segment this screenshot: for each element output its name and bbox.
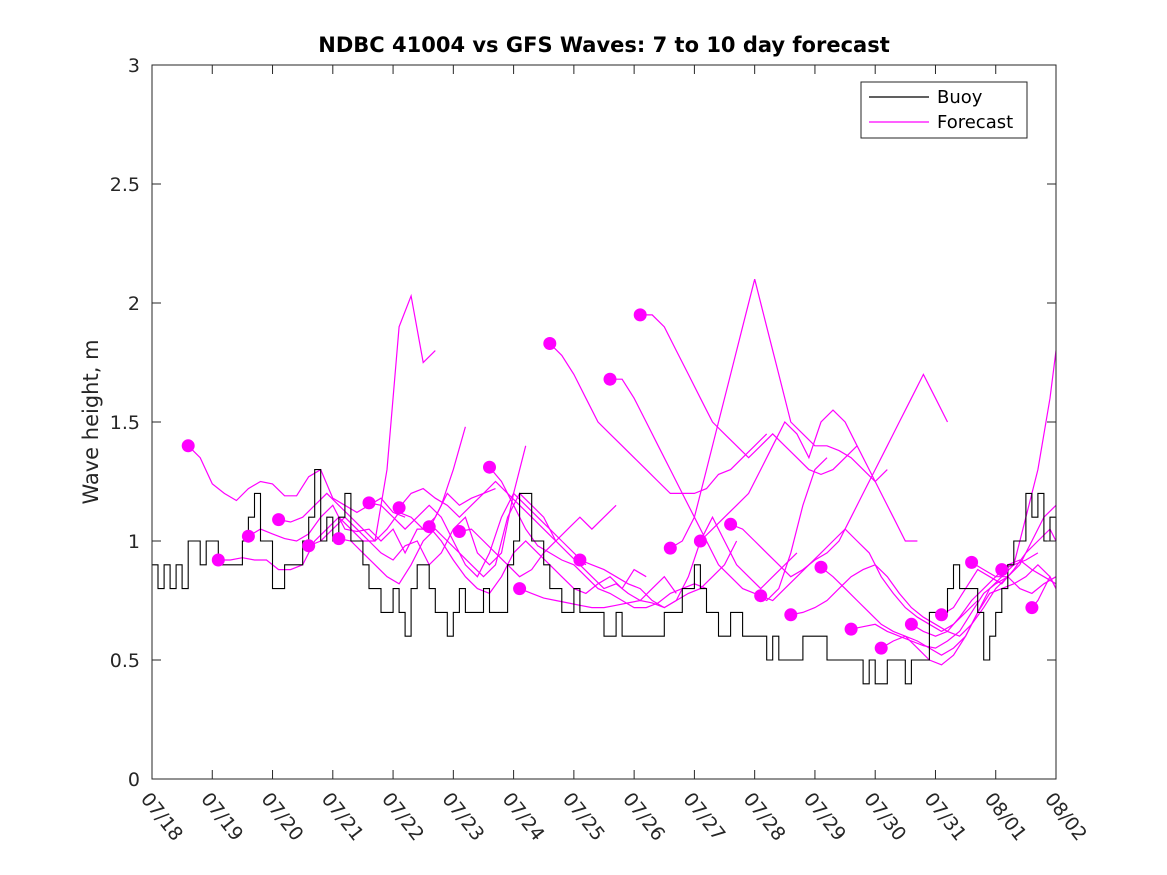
forecast-line-14	[579, 515, 798, 609]
forecast-marker-17	[663, 541, 677, 555]
forecast-marker-24	[874, 641, 888, 655]
forecast-marker-5	[302, 539, 316, 553]
forecast-marker-9	[422, 520, 436, 534]
forecast-marker-16	[633, 308, 647, 322]
forecast-line-13	[549, 343, 768, 494]
y-tick-label: 3	[128, 55, 140, 77]
forecast-line-23	[850, 575, 1057, 649]
forecast-marker-15	[603, 372, 617, 386]
forecast-marker-10	[452, 525, 466, 538]
forecast-marker-21	[784, 608, 798, 622]
forecast-marker-20	[754, 589, 768, 603]
forecast-line-26	[941, 528, 1057, 616]
y-tick-label: 0	[128, 769, 140, 791]
forecast-marker-27	[965, 555, 979, 569]
forecast-line-17	[669, 279, 888, 549]
plot-area	[152, 65, 1056, 779]
y-tick-label: 2.5	[110, 174, 140, 196]
forecast-line-27	[971, 504, 1057, 578]
forecast-line-9	[428, 526, 647, 595]
legend-buoy-label: Buoy	[937, 87, 983, 108]
forecast-marker-8	[392, 501, 406, 515]
forecast-line-18	[699, 409, 918, 542]
forecast-marker-26	[935, 608, 948, 622]
forecast-marker-13	[543, 337, 557, 350]
forecast-marker-18	[693, 534, 707, 548]
forecast-line-11	[489, 466, 707, 609]
forecast-line-25	[911, 559, 1057, 637]
y-tick-label: 0.5	[110, 650, 140, 672]
forecast-marker-19	[724, 517, 738, 531]
forecast-marker-29	[1025, 601, 1039, 615]
forecast-line-7	[368, 492, 587, 578]
buoy-line	[152, 469, 1057, 685]
legend-box	[860, 81, 1028, 139]
legend: Buoy Forecast	[860, 81, 1028, 139]
forecast-marker-22	[814, 560, 828, 574]
chart-title: NDBC 41004 vs GFS Waves: 7 to 10 day for…	[318, 33, 889, 57]
forecast-marker-12	[513, 582, 527, 596]
legend-forecast-label: Forecast	[937, 112, 1013, 133]
forecast-marker-1	[181, 439, 195, 453]
y-tick-label: 1.5	[110, 412, 140, 434]
y-axis-label: Wave height, m	[79, 339, 103, 504]
forecast-marker-6	[332, 532, 346, 546]
forecast-markers-group	[181, 308, 1039, 655]
y-tick-label: 2	[128, 293, 140, 315]
buoy-series-group	[152, 469, 1057, 685]
forecast-marker-28	[995, 563, 1009, 577]
y-tick-label: 1	[128, 531, 140, 553]
forecast-line-16	[640, 314, 858, 476]
forecast-marker-2	[211, 553, 225, 567]
forecast-line-20	[760, 528, 979, 633]
forecast-line-24	[880, 563, 1057, 666]
y-axis-ticks: 0 0.5 1 1.5 2 2.5 3	[110, 55, 1056, 791]
forecast-marker-3	[241, 529, 255, 543]
forecast-marker-4	[272, 513, 286, 527]
forecast-marker-14	[573, 553, 587, 567]
forecast-marker-7	[362, 496, 376, 510]
forecast-marker-25	[904, 617, 918, 631]
forecast-line-15	[610, 378, 828, 602]
forecast-line-19	[730, 373, 949, 578]
forecast-marker-23	[844, 622, 858, 636]
forecast-marker-11	[483, 460, 496, 474]
